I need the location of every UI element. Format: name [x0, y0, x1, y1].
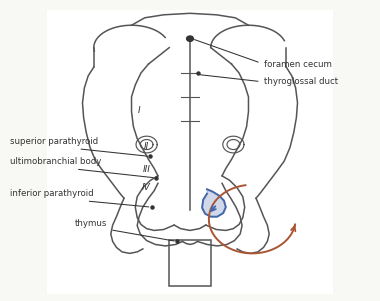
Text: IV: IV — [142, 183, 151, 192]
Polygon shape — [202, 189, 226, 217]
Text: thymus: thymus — [75, 219, 174, 241]
Text: II: II — [144, 141, 149, 150]
Text: ultimobranchial body: ultimobranchial body — [10, 157, 153, 178]
Text: I: I — [138, 106, 140, 115]
Circle shape — [187, 36, 193, 41]
Text: III: III — [142, 165, 150, 174]
Text: thyroglossal duct: thyroglossal duct — [200, 75, 338, 86]
Text: foramen cecum: foramen cecum — [195, 40, 331, 69]
FancyBboxPatch shape — [47, 10, 333, 294]
Text: superior parathyroid: superior parathyroid — [10, 137, 148, 156]
Text: inferior parathyroid: inferior parathyroid — [10, 189, 149, 207]
